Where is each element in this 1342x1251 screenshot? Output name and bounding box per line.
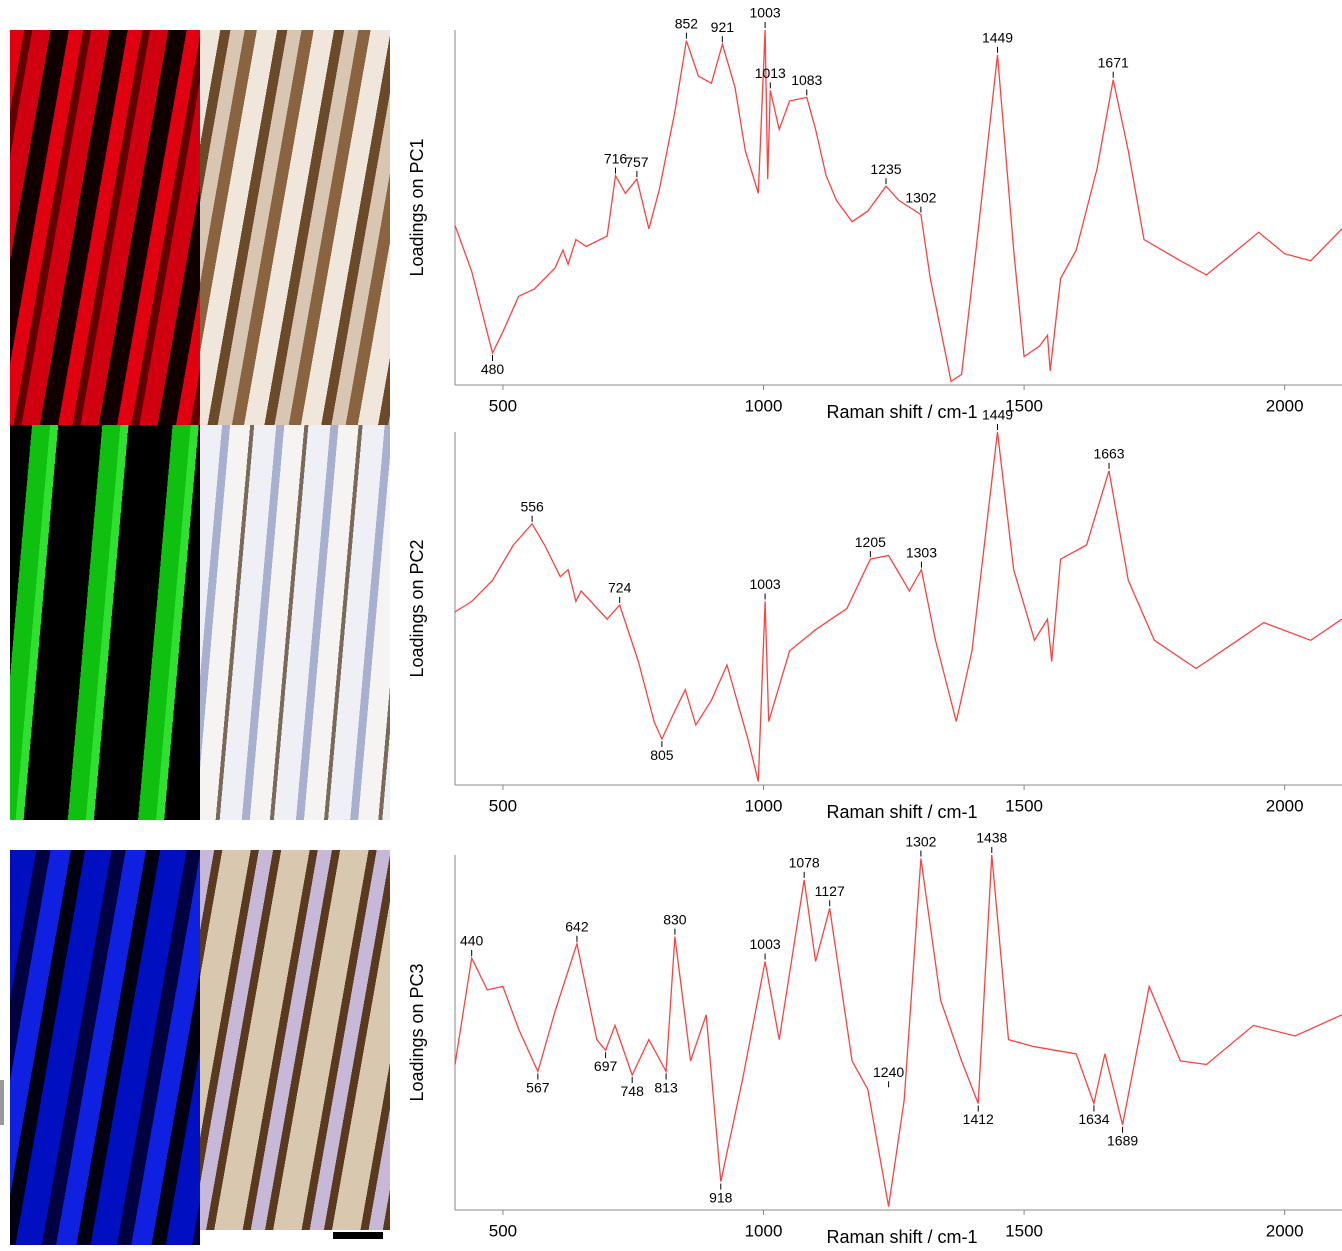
peak-label: 1302 — [905, 833, 936, 849]
x-tick-label: 500 — [489, 1221, 517, 1240]
y-axis-label: Loadings on PC1 — [407, 138, 427, 276]
red-map — [10, 30, 200, 425]
x-tick-label: 1500 — [1005, 396, 1043, 415]
peak-label: 1078 — [789, 855, 820, 871]
scale-bar — [333, 1232, 383, 1239]
loading-line — [454, 431, 1342, 782]
he-stain-1 — [200, 30, 390, 425]
peak-label: 724 — [608, 580, 632, 596]
peak-label: 852 — [675, 15, 699, 31]
he-stain-3 — [200, 850, 390, 1230]
peak-label: 918 — [709, 1189, 733, 1205]
peak-label: 757 — [625, 154, 649, 170]
x-tick-label: 1500 — [1005, 796, 1043, 815]
peak-label: 813 — [654, 1079, 678, 1095]
peak-label: 1303 — [906, 544, 937, 560]
peak-label: 1205 — [855, 534, 886, 550]
peak-label: 440 — [460, 933, 484, 949]
x-tick-label: 2000 — [1266, 396, 1304, 415]
peak-label: 1013 — [755, 65, 786, 81]
loading-line — [454, 854, 1342, 1207]
peak-label: 1003 — [750, 936, 781, 952]
peak-label: 556 — [520, 498, 544, 514]
peak-label: 1671 — [1098, 54, 1129, 70]
peak-label: 1240 — [873, 1064, 904, 1080]
y-axis-label: Loadings on PC2 — [407, 539, 427, 677]
x-tick-label: 2000 — [1266, 796, 1304, 815]
peak-label: 805 — [650, 747, 674, 763]
green-map — [10, 425, 200, 820]
x-axis-label: Raman shift / cm-1 — [826, 802, 977, 822]
peak-label: 748 — [621, 1083, 645, 1099]
x-tick-label: 1000 — [745, 396, 783, 415]
peak-label: 1412 — [963, 1111, 994, 1127]
edge-mark — [0, 1080, 4, 1125]
peak-label: 1083 — [791, 72, 822, 88]
loading-line — [454, 29, 1342, 383]
blue-map — [10, 850, 200, 1245]
peak-label: 1235 — [870, 161, 901, 177]
x-tick-label: 1500 — [1005, 1221, 1043, 1240]
x-tick-label: 500 — [489, 796, 517, 815]
peak-label: 716 — [604, 150, 628, 166]
peak-label: 1127 — [815, 883, 845, 899]
peak-label: 1438 — [976, 830, 1007, 846]
peak-label: 1302 — [905, 189, 936, 205]
peak-label: 1449 — [982, 30, 1013, 46]
peak-label: 1663 — [1093, 446, 1124, 462]
peak-label: 1449 — [982, 407, 1013, 423]
peak-label: 1003 — [750, 576, 781, 592]
peak-label: 642 — [565, 918, 589, 934]
peak-label: 1689 — [1107, 1133, 1138, 1149]
peak-label: 921 — [711, 19, 735, 35]
peak-label: 480 — [481, 361, 505, 377]
x-axis-label: Raman shift / cm-1 — [826, 402, 977, 422]
x-tick-label: 1000 — [745, 796, 783, 815]
x-tick-label: 500 — [489, 396, 517, 415]
peak-label: 567 — [526, 1079, 550, 1095]
x-axis-label: Raman shift / cm-1 — [826, 1227, 977, 1247]
he-stain-2 — [200, 425, 390, 820]
x-tick-label: 1000 — [745, 1221, 783, 1240]
peak-label: 697 — [594, 1058, 618, 1074]
peak-label: 830 — [663, 911, 687, 927]
x-tick-label: 2000 — [1266, 1221, 1304, 1240]
peak-label: 1634 — [1078, 1111, 1109, 1127]
peak-label: 1003 — [750, 5, 781, 21]
y-axis-label: Loadings on PC3 — [407, 963, 427, 1101]
